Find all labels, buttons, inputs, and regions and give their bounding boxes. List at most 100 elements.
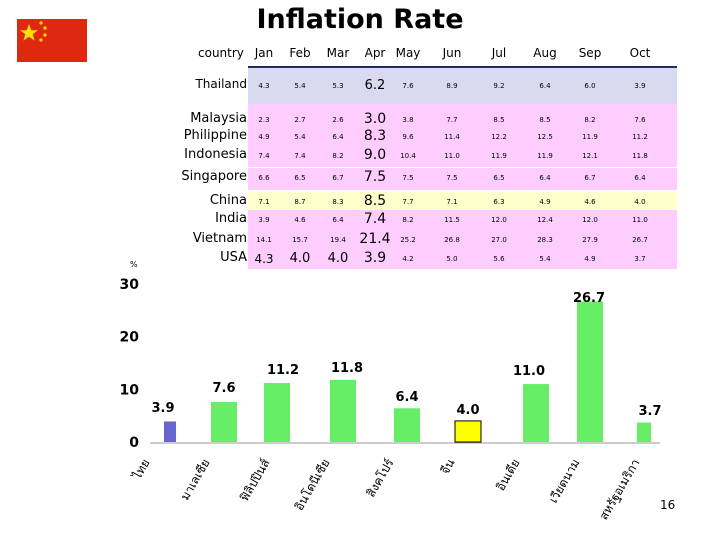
table-cell: 7.4 xyxy=(294,151,306,160)
table-cell: 28.3 xyxy=(537,235,553,244)
table-cell: 3.9 xyxy=(363,250,387,267)
table-cell: 7.1 xyxy=(446,197,458,206)
table-cell: 19.4 xyxy=(330,235,346,244)
table-cell: 11.0 xyxy=(632,215,648,224)
table-cell: 2.6 xyxy=(332,115,344,124)
table-cell: 6.2 xyxy=(364,77,386,93)
bar xyxy=(211,401,237,442)
table-cell: 6.3 xyxy=(493,197,505,206)
table-cell: 3.7 xyxy=(634,254,646,263)
flag-small-star xyxy=(39,21,43,25)
table-cell: 6.4 xyxy=(634,173,646,182)
table-cell: 11.4 xyxy=(444,132,460,141)
table-cell: 12.4 xyxy=(537,215,553,224)
flag-small-star xyxy=(43,33,47,37)
table-cell: 8.3 xyxy=(332,197,344,206)
bar xyxy=(577,301,603,442)
table-cell: 11.0 xyxy=(444,151,460,160)
table-cell: 12.0 xyxy=(582,215,598,224)
table-cell: 6.4 xyxy=(332,215,344,224)
table-cell: 8.2 xyxy=(402,215,414,224)
x-axis-category-label: อินเดีย xyxy=(493,457,522,494)
table-cell: 5.0 xyxy=(446,254,458,263)
bar-data-label: 11.8 xyxy=(331,361,363,376)
table-cell: 21.4 xyxy=(359,231,391,248)
table-cell: 8.5 xyxy=(493,115,505,124)
x-axis-category-label: ฟิลิปปินส์ xyxy=(237,456,273,504)
header-rule xyxy=(248,66,677,68)
table-cell: 4.9 xyxy=(258,132,270,141)
table-cell: 7.6 xyxy=(402,81,414,90)
table-cell: 12.1 xyxy=(582,151,598,160)
table-cell: 11.9 xyxy=(491,151,507,160)
table-cell: 4.6 xyxy=(584,197,596,206)
table-cell: 2.7 xyxy=(294,115,306,124)
table-cell: 7.7 xyxy=(402,197,414,206)
table-cell: 7.7 xyxy=(446,115,458,124)
y-axis-tick-label: 10 xyxy=(120,382,140,398)
table-cell: 6.0 xyxy=(584,81,596,90)
bar-data-label: 6.4 xyxy=(395,390,418,405)
table-cell: 8.2 xyxy=(584,115,596,124)
x-axis-category-label: สหรัฐอเมริกา xyxy=(596,457,642,523)
table-cell: 12.5 xyxy=(537,132,553,141)
table-cell: 2.3 xyxy=(258,115,270,124)
y-axis-tick-label: 30 xyxy=(120,277,140,293)
table-cell: 4.0 xyxy=(289,250,311,266)
table-month-header: Jan xyxy=(254,46,274,60)
table-country-label: Vietnam xyxy=(192,231,247,246)
table-cell: 6.6 xyxy=(258,173,270,182)
table-cell: 27.0 xyxy=(491,235,507,244)
table-cell: 27.9 xyxy=(582,235,598,244)
table-cell: 4.0 xyxy=(634,197,646,206)
table-cell: 26.8 xyxy=(444,235,460,244)
bar-data-label: 3.7 xyxy=(638,404,661,419)
flag-small-star xyxy=(43,26,47,30)
table-cell: 6.4 xyxy=(332,132,344,141)
table-cell: 10.4 xyxy=(400,151,416,160)
table-month-header: Jul xyxy=(491,46,507,60)
bar-data-label: 3.9 xyxy=(151,401,174,416)
table-country-label: Malaysia xyxy=(190,111,247,126)
table-country-label: Thailand xyxy=(195,77,247,91)
table-cell: 11.9 xyxy=(537,151,553,160)
y-axis-tick-label: 0 xyxy=(129,435,139,451)
table-row-background xyxy=(248,192,677,210)
bar xyxy=(454,420,482,443)
table-cell: 8.5 xyxy=(539,115,551,124)
bar-data-label: 7.6 xyxy=(212,381,235,396)
table-cell: 5.4 xyxy=(539,254,551,263)
x-axis-category-label: มาเลเซีย xyxy=(178,457,213,503)
table-country-label: India xyxy=(215,211,247,226)
table-cell: 11.2 xyxy=(632,132,648,141)
table-cell: 7.6 xyxy=(634,115,646,124)
bar-data-label: 11.2 xyxy=(267,363,299,378)
table-cell: 6.7 xyxy=(584,173,596,182)
table-cell: 6.7 xyxy=(332,173,344,182)
table-cell: 8.2 xyxy=(332,151,344,160)
table-cell: 5.4 xyxy=(294,81,306,90)
table-row-background xyxy=(248,104,677,167)
table-cell: 6.4 xyxy=(539,173,551,182)
x-axis-category-label: เวียดนาม xyxy=(546,457,582,506)
table-cell: 5.6 xyxy=(493,254,505,263)
bar xyxy=(394,408,420,442)
bar-data-label: 4.0 xyxy=(456,403,479,418)
table-cell: 6.5 xyxy=(294,173,306,182)
table-cell: 11.9 xyxy=(582,132,598,141)
table-cell: 11.8 xyxy=(632,151,648,160)
table-cell: 7.5 xyxy=(402,173,414,182)
x-axis-category-label: จีน xyxy=(438,457,458,477)
table-country-label: China xyxy=(209,193,247,208)
table-month-header: Sep xyxy=(578,46,602,60)
table-month-header: Aug xyxy=(533,46,557,60)
table-cell: 26.7 xyxy=(632,235,648,244)
table-cell: 4.9 xyxy=(584,254,596,263)
flag-small-star xyxy=(39,38,43,42)
table-cell: 7.5 xyxy=(363,169,387,186)
table-cell: 4.3 xyxy=(254,251,274,266)
table-cell: 9.6 xyxy=(402,132,414,141)
table-country-label: USA xyxy=(220,250,247,265)
table-cell: 4.6 xyxy=(294,215,306,224)
